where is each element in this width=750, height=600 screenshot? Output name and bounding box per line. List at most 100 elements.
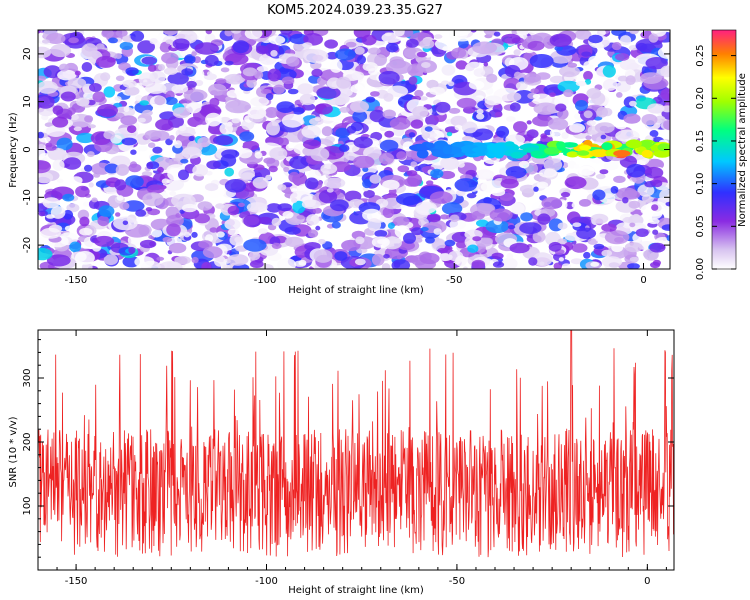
heatmap-cell — [207, 71, 212, 76]
heatmap-cell — [276, 101, 295, 113]
heatmap-ridge-cell — [579, 145, 592, 151]
heatmap-ridge-cell — [442, 145, 453, 155]
heatmap-cell — [212, 135, 234, 146]
colorbar: 0.00 0.05 0.10 0.15 0.20 0.25 Normalized spec… — [695, 29, 748, 280]
y-tick-label: 100 — [22, 496, 33, 515]
heatmap-cell — [173, 140, 183, 149]
heatmap-cell — [414, 89, 424, 98]
heatmap-cell — [647, 103, 665, 114]
heatmap-cell — [430, 168, 444, 179]
heatmap-ridge-cell — [460, 145, 479, 154]
heatmap-cell — [122, 200, 145, 212]
heatmap-cell — [569, 123, 585, 133]
heatmap-cell — [532, 230, 546, 243]
heatmap-cell — [335, 48, 356, 61]
heatmap-cell — [120, 115, 138, 126]
heatmap-cell — [510, 202, 525, 215]
heatmap-cell — [583, 251, 591, 259]
x-tick-label: -150 — [65, 576, 88, 587]
heatmap-cell — [224, 218, 241, 231]
heatmap-cell — [659, 189, 670, 203]
heatmap-cell — [257, 216, 272, 225]
heatmap-cell — [166, 223, 181, 237]
heatmap-cell — [134, 256, 155, 268]
heatmap-cell — [652, 229, 659, 235]
y-tick-label: 300 — [22, 368, 33, 387]
heatmap-cell — [629, 256, 639, 262]
heatmap-cell — [595, 173, 606, 180]
heatmap-cell — [397, 165, 410, 173]
heatmap-cell — [444, 239, 456, 247]
heatmap-cell — [513, 49, 521, 56]
heatmap-cell — [472, 128, 494, 141]
heatmap-cell — [287, 88, 299, 95]
heatmap-ridge-cell — [544, 146, 560, 155]
heatmap-cell — [38, 160, 51, 174]
heatmap-cell — [66, 203, 80, 213]
heatmap-cell — [547, 117, 569, 131]
heatmap-cell — [257, 228, 268, 234]
heatmap-cell — [449, 214, 460, 223]
heatmap-cell — [370, 91, 380, 97]
heatmap-cell — [224, 179, 247, 193]
heatmap-cell — [224, 167, 234, 177]
heatmap-cell — [610, 186, 619, 194]
heatmap-cell — [378, 70, 400, 85]
heatmap-cell — [329, 60, 343, 73]
heatmap-cell — [383, 93, 394, 102]
heatmap-cell — [94, 235, 115, 247]
heatmap-cell — [558, 257, 565, 262]
heatmap-cell — [205, 234, 214, 243]
heatmap-cell — [468, 80, 485, 90]
heatmap-cell — [283, 166, 290, 173]
heatmap-cell — [549, 92, 556, 97]
heatmap-cell — [624, 242, 643, 253]
heatmap-cell — [63, 157, 82, 170]
heatmap-cell — [169, 191, 177, 196]
heatmap-cell — [150, 228, 163, 238]
heatmap-cell — [206, 160, 221, 170]
heatmap-cell — [181, 68, 194, 76]
heatmap-cell — [145, 207, 153, 212]
heatmap-cell — [382, 207, 394, 218]
heatmap-cell — [543, 158, 563, 172]
heatmap-cell — [506, 92, 522, 102]
heatmap-cell — [371, 253, 385, 266]
heatmap-cell — [271, 217, 282, 227]
heatmap-cell — [526, 120, 532, 125]
heatmap-cells — [38, 30, 670, 269]
heatmap-cell — [456, 241, 467, 249]
heatmap-cell — [455, 60, 468, 70]
heatmap-cell — [651, 204, 659, 211]
heatmap-cell — [586, 88, 602, 99]
heatmap-cell — [119, 41, 134, 51]
heatmap-cell — [379, 139, 399, 152]
heatmap-cell — [644, 166, 664, 179]
heatmap-cell — [188, 135, 195, 142]
heatmap-cell — [484, 95, 503, 106]
heatmap-cell — [440, 214, 449, 220]
heatmap-cell — [412, 106, 429, 118]
heatmap-cell — [650, 261, 661, 269]
heatmap-cell — [338, 144, 350, 152]
heatmap-cell — [367, 218, 382, 232]
heatmap-cell — [97, 104, 118, 117]
heatmap-cell — [434, 37, 458, 51]
heatmap-cell — [378, 152, 395, 165]
heatmap-cell — [271, 242, 282, 249]
heatmap-cell — [583, 70, 593, 81]
heatmap-cell — [661, 224, 670, 231]
heatmap-cell — [103, 254, 118, 266]
heatmap-cell — [549, 129, 562, 137]
heatmap-cell — [125, 67, 139, 76]
heatmap-cell — [623, 113, 641, 124]
colorbar-tick-label: 0.25 — [695, 44, 706, 66]
heatmap-cell — [191, 51, 197, 57]
x-tick-label: -100 — [255, 576, 278, 587]
heatmap-cell — [44, 122, 54, 127]
heatmap-cell — [410, 161, 418, 168]
heatmap-cell — [38, 143, 45, 150]
heatmap-cell — [91, 197, 98, 203]
heatmap-cell — [374, 230, 388, 238]
heatmap-cell — [194, 42, 219, 55]
